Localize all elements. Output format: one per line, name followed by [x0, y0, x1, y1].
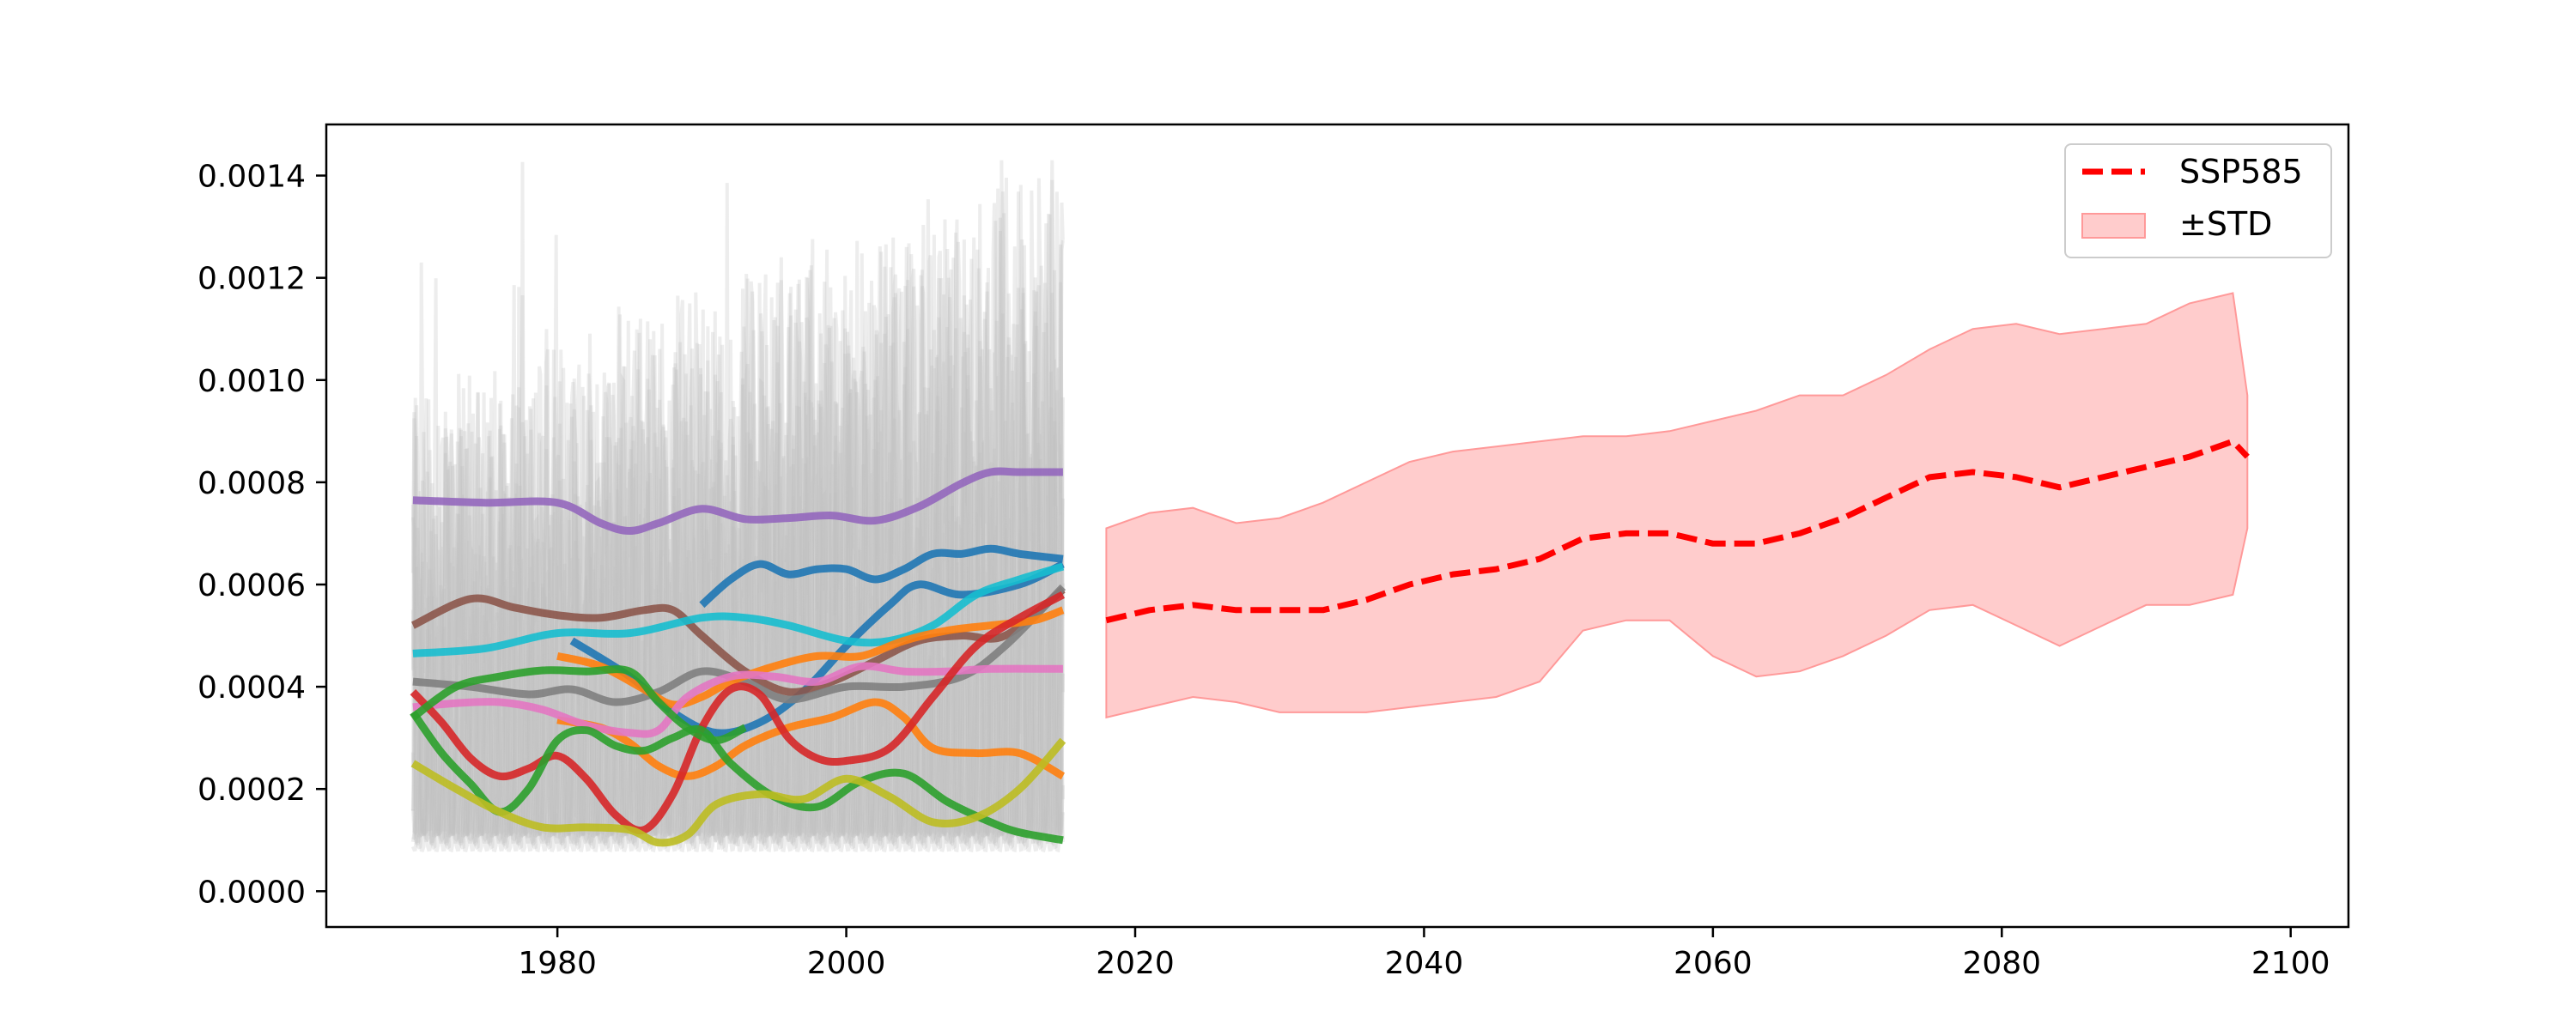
legend-label-std: ±STD — [2179, 205, 2272, 243]
std-band-area — [1105, 292, 2249, 719]
y-tick-label: 0.0014 — [197, 160, 306, 195]
y-tick-label: 0.0010 — [197, 364, 306, 399]
historical-background-line — [410, 251, 1064, 845]
y-tick-label: 0.0012 — [197, 262, 306, 297]
historical-series-line — [410, 665, 747, 745]
ssp585-line — [1105, 438, 2250, 624]
historical-series-line — [410, 737, 1066, 847]
x-tick-label: 2000 — [807, 946, 886, 981]
y-tick-label: 0.0000 — [197, 875, 306, 910]
historical-background-line — [410, 191, 1065, 851]
x-tick-label: 2040 — [1385, 946, 1464, 981]
x-tick-label: 1980 — [518, 946, 597, 981]
x-tick-label: 2020 — [1096, 946, 1175, 981]
legend-label-ssp585: SSP585 — [2179, 153, 2303, 191]
y-tick-label: 0.0002 — [197, 772, 306, 808]
plot-frame — [325, 123, 2350, 929]
historical-background-line — [411, 161, 1065, 852]
y-tick-label: 0.0006 — [197, 568, 306, 603]
historical-background-line — [410, 237, 1065, 853]
projection-series-layer — [1105, 438, 2250, 624]
historical-series-line — [412, 562, 1065, 657]
x-tick-label: 2080 — [1962, 946, 2041, 981]
historical-background-line — [410, 213, 1065, 839]
legend-std-patch-icon — [2081, 213, 2146, 239]
historical-background-line — [410, 160, 1065, 845]
historical-series-line — [410, 586, 1066, 696]
y-tick-label: 0.0008 — [197, 466, 306, 501]
historical-series-lines — [410, 467, 1066, 847]
std-band-layer — [1105, 292, 2249, 719]
y-axis: 0.0000 0.0002 0.0004 0.0006 0.0008 0.0010 0.00… — [197, 160, 326, 910]
x-tick-label: 2100 — [2251, 946, 2330, 981]
x-tick-label: 2060 — [1674, 946, 1753, 981]
historical-background-line — [411, 188, 1065, 846]
historical-series-line — [412, 467, 1063, 535]
historical-background-line — [410, 178, 1065, 839]
historical-background-line — [410, 160, 1065, 839]
historical-series-line — [699, 544, 1064, 609]
legend: SSP585 ±STD — [2064, 143, 2332, 258]
x-axis: 1980 2000 2020 2040 2060 2080 2100 — [518, 927, 2330, 981]
y-tick-label: 0.0004 — [197, 670, 306, 706]
historical-background-line — [410, 199, 1065, 836]
historical-background-line — [410, 177, 1065, 841]
historical-series-line — [412, 662, 1063, 738]
